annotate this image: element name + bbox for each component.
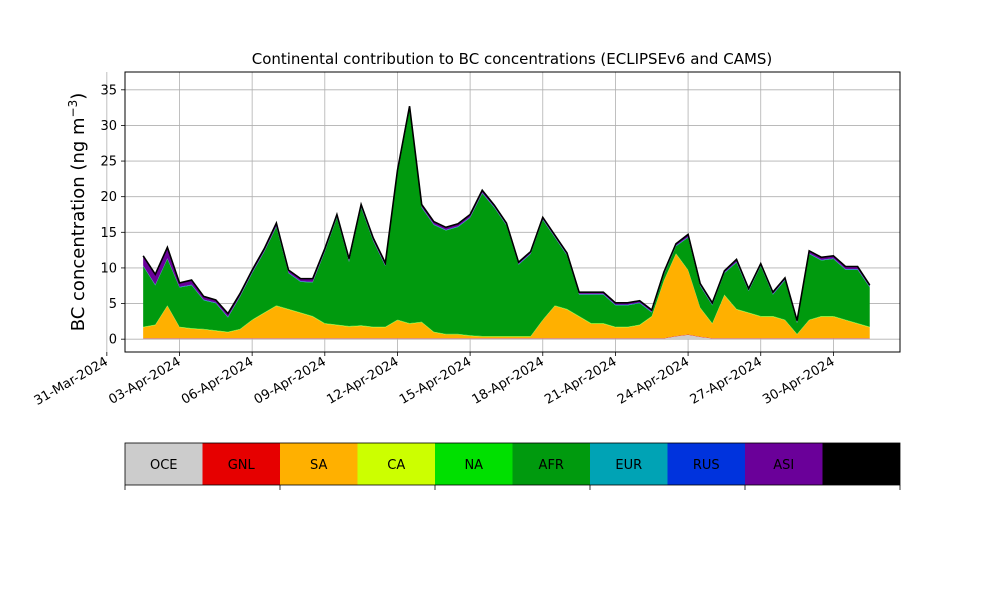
legend-label-sa: SA xyxy=(310,458,327,473)
total-line xyxy=(142,106,871,321)
x-tick-label: 09-Apr-2024 xyxy=(252,354,329,407)
x-tick-label: 18-Apr-2024 xyxy=(470,354,547,407)
chart-title: Continental contribution to BC concentra… xyxy=(252,50,773,68)
y-axis: 0 5 10 15 20 25 30 35 xyxy=(100,83,125,348)
legend-swatch-na xyxy=(435,443,513,485)
legend-label-ca: CA xyxy=(387,458,405,473)
area-afr xyxy=(143,109,870,336)
legend-swatch-afr xyxy=(512,443,590,485)
y-tick-label: 35 xyxy=(100,83,117,98)
legend-label-gnl: GNL xyxy=(228,458,256,473)
area-sa xyxy=(143,254,870,339)
legend-swatch-asi xyxy=(745,443,823,485)
area-oce xyxy=(143,334,870,340)
y-axis-label-text: BC concentration (ng m xyxy=(68,117,89,331)
legend-frame xyxy=(124,442,901,486)
legend-label-aus: AUS xyxy=(848,458,875,473)
legend-label-rus: RUS xyxy=(693,458,720,473)
legend-label-asi: ASI xyxy=(773,458,794,473)
legend-label-oce: OCE xyxy=(150,458,178,473)
legend-label-afr: AFR xyxy=(539,458,564,473)
legend-swatch-gnl xyxy=(202,443,280,485)
plot-frame xyxy=(124,71,901,353)
y-axis-label: BC concentration (ng m−3) xyxy=(66,93,89,332)
y-tick-label: 0 xyxy=(109,333,117,348)
area-ca xyxy=(143,253,870,337)
x-tick-label: 03-Apr-2024 xyxy=(106,354,183,407)
legend-label-na: NA xyxy=(464,458,483,473)
area-na xyxy=(143,253,870,337)
y-tick-label: 5 xyxy=(109,297,117,312)
y-tick-label: 30 xyxy=(100,119,117,134)
legend-swatch-sa xyxy=(280,443,358,485)
y-tick-label: 20 xyxy=(100,190,117,205)
y-tick-label: 25 xyxy=(100,155,117,170)
y-tick-label: 15 xyxy=(100,226,117,241)
x-tick-label: 06-Apr-2024 xyxy=(179,354,256,407)
legend-label-eur: EUR xyxy=(615,458,642,473)
x-tick-label: 15-Apr-2024 xyxy=(397,354,474,407)
y-axis-label-unit-exponent: −3 xyxy=(66,100,80,118)
color-legend: OCE GNL SA CA NA AFR EUR RUS ASI AUS xyxy=(124,442,901,490)
x-axis: 31-Mar-202403-Apr-202406-Apr-202409-Apr-… xyxy=(32,352,837,409)
y-axis-label-close: ) xyxy=(68,93,89,100)
x-tick-label: 31-Mar-2024 xyxy=(32,354,111,408)
legend-swatch-rus xyxy=(667,443,745,485)
plot-area: 0 5 10 15 20 25 30 35 31-Mar-202403-Apr-202406-… xyxy=(32,71,901,409)
legend-swatch-ca xyxy=(357,443,435,485)
x-tick-label: 27-Apr-2024 xyxy=(688,354,765,407)
stacked-areas xyxy=(142,106,871,340)
y-tick-label: 10 xyxy=(100,261,117,276)
legend-swatch-aus xyxy=(822,443,900,485)
x-tick-label: 30-Apr-2024 xyxy=(760,354,837,407)
x-tick-label: 12-Apr-2024 xyxy=(324,354,401,407)
legend-swatch-oce xyxy=(125,443,203,485)
x-tick-label: 24-Apr-2024 xyxy=(615,354,692,407)
x-tick-label: 21-Apr-2024 xyxy=(542,354,619,407)
legend-swatch-eur xyxy=(590,443,668,485)
